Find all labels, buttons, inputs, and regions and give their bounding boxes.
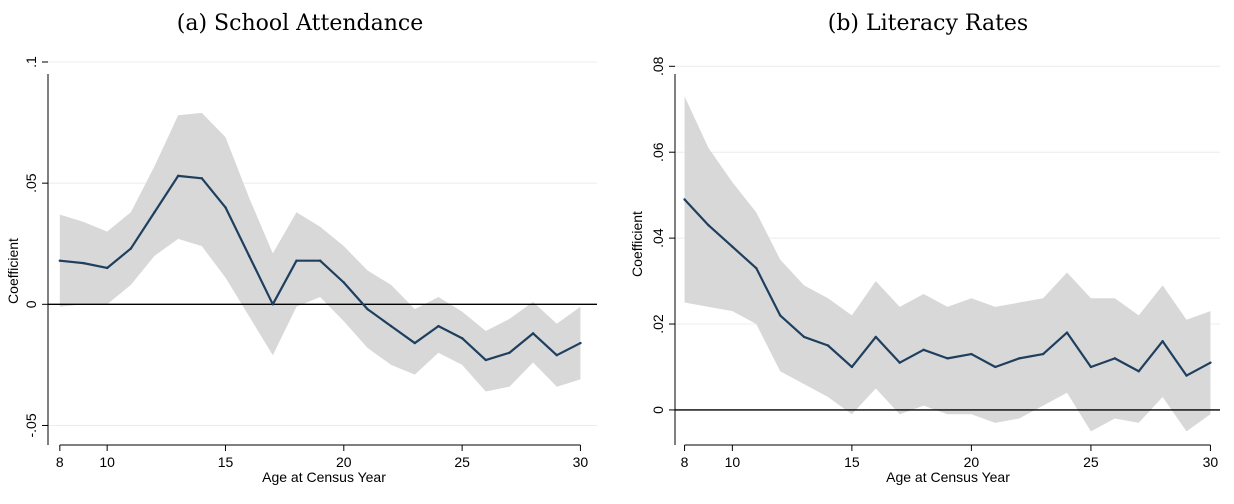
panel-a-x-tick-label: 8 xyxy=(56,454,64,470)
panel-a-y-tick-label: 0 xyxy=(23,300,39,308)
panel-b-data-point xyxy=(970,352,973,356)
panel-b-data-point xyxy=(1041,352,1045,356)
panel-b-y-axis-label: Coefficient xyxy=(629,211,645,277)
panel-a-x-tick-label: 30 xyxy=(573,454,589,470)
panel-a-data-point xyxy=(224,206,227,209)
panel-b-data-point xyxy=(802,335,806,339)
panel-a-ci-area xyxy=(59,112,581,392)
panel-a-axes xyxy=(47,74,581,446)
panel-b-data-point xyxy=(1137,370,1140,373)
panel-b-data-point xyxy=(874,335,877,339)
panel-a-data-point xyxy=(200,177,204,180)
panel-b-y-ticks: 0 .02 .04 .06 .08 xyxy=(650,56,675,414)
panel-b-data-point xyxy=(707,224,710,227)
panel-a-y-tick-label: .05 xyxy=(23,173,39,193)
panel-b-y-tick-label: .04 xyxy=(650,228,666,248)
panel-b-y-tick-label: 0 xyxy=(650,406,666,414)
panel-a-data-point xyxy=(58,259,62,262)
panel-b-data-point xyxy=(850,365,854,369)
panel-b-y-tick-label: .02 xyxy=(650,314,666,334)
panel-a-title: (a) School Attendance xyxy=(177,11,423,36)
panel-a-data-point xyxy=(508,351,511,354)
panel-b-data-point xyxy=(922,348,925,351)
panel-a-data-point xyxy=(579,341,582,345)
panel-a-data-point xyxy=(413,341,416,345)
panel-b-confidence-band xyxy=(684,96,1211,432)
panel-a-data-point xyxy=(176,174,180,178)
panel-b-ci-area xyxy=(684,96,1211,432)
panel-a-data-point xyxy=(437,324,440,328)
panel-a-data-point xyxy=(484,358,487,362)
panel-a-data-point xyxy=(105,266,109,270)
panel-b-data-point xyxy=(1185,374,1188,377)
panel-a-data-point xyxy=(460,337,464,340)
panel-a-x-ticks: 8 10 15 20 25 30 xyxy=(56,445,588,470)
panel-b-x-tick-label: 25 xyxy=(1083,454,1099,470)
panel-b-axes xyxy=(674,74,1211,446)
panel-a-data-point xyxy=(531,332,535,335)
panel-a-data-point xyxy=(129,247,133,250)
panel-b-data-point xyxy=(946,357,949,360)
panel-b-x-tick-label: 30 xyxy=(1203,454,1219,470)
panel-a-y-ticks: -.05 0 .05 .1 xyxy=(23,56,48,438)
panel-b-x-axis-label: Age at Census Year xyxy=(886,469,1010,485)
panel-a-y-axis-label: Coefficient xyxy=(5,238,21,304)
panel-b-x-tick-label: 15 xyxy=(844,454,860,470)
panel-b-data-point xyxy=(898,361,901,364)
panel-a-x-tick-label: 10 xyxy=(99,454,115,470)
panel-b: (b) Literacy Rates 8 10 15 20 25 30 0 .02 .04 .0… xyxy=(629,11,1220,485)
panel-a: (a) School Attendance 8 10 15 20 25 30 -.05 0.… xyxy=(5,11,597,485)
panel-b-data-point xyxy=(994,365,997,369)
panel-b-data-point xyxy=(1089,365,1093,369)
panel-a-confidence-band xyxy=(59,112,581,392)
panel-b-x-ticks: 8 10 15 20 25 30 xyxy=(681,445,1219,470)
panel-b-data-point xyxy=(755,266,758,270)
panel-b-x-tick-label: 20 xyxy=(964,454,980,470)
panel-b-series-line xyxy=(683,198,1212,377)
panel-b-y-tick-label: .06 xyxy=(650,142,666,162)
panel-a-series-line xyxy=(58,174,582,362)
panel-a-data-point xyxy=(247,254,251,258)
panel-b-y-tick-label: .08 xyxy=(650,56,666,76)
panel-a-y-tick-label: -.05 xyxy=(23,413,39,437)
panel-a-data-point xyxy=(153,211,156,214)
panel-b-data-point xyxy=(731,245,734,248)
panel-a-data-point xyxy=(389,324,393,328)
panel-a-data-point xyxy=(295,259,298,262)
panel-a-data-point xyxy=(342,281,345,284)
panel-b-data-point xyxy=(778,314,782,317)
panel-a-data-point xyxy=(555,353,558,357)
panel-a-x-tick-label: 20 xyxy=(336,454,352,470)
panel-b-data-point xyxy=(826,344,830,347)
panel-a-data-point xyxy=(82,261,85,265)
panel-b-title: (b) Literacy Rates xyxy=(828,11,1028,36)
panel-b-x-tick-label: 8 xyxy=(681,454,689,470)
panel-b-data-point xyxy=(1161,340,1164,343)
panel-b-data-point xyxy=(1018,357,1021,360)
panel-a-data-point xyxy=(271,303,275,306)
panel-b-data-point xyxy=(1113,357,1117,360)
panel-b-x-tick-label: 10 xyxy=(725,454,741,470)
panel-a-gridlines xyxy=(48,61,597,426)
panel-a-y-tick-label: .1 xyxy=(23,56,39,68)
panel-b-data-point xyxy=(1065,331,1069,334)
panel-a-x-axis-label: Age at Census Year xyxy=(262,469,386,485)
panel-a-data-point xyxy=(366,307,369,311)
panel-b-data-point xyxy=(683,198,686,201)
panel-a-data-point xyxy=(318,259,322,262)
panel-a-x-tick-label: 15 xyxy=(218,454,234,470)
panel-a-x-tick-label: 25 xyxy=(454,454,470,470)
panel-b-data-point xyxy=(1209,361,1212,364)
